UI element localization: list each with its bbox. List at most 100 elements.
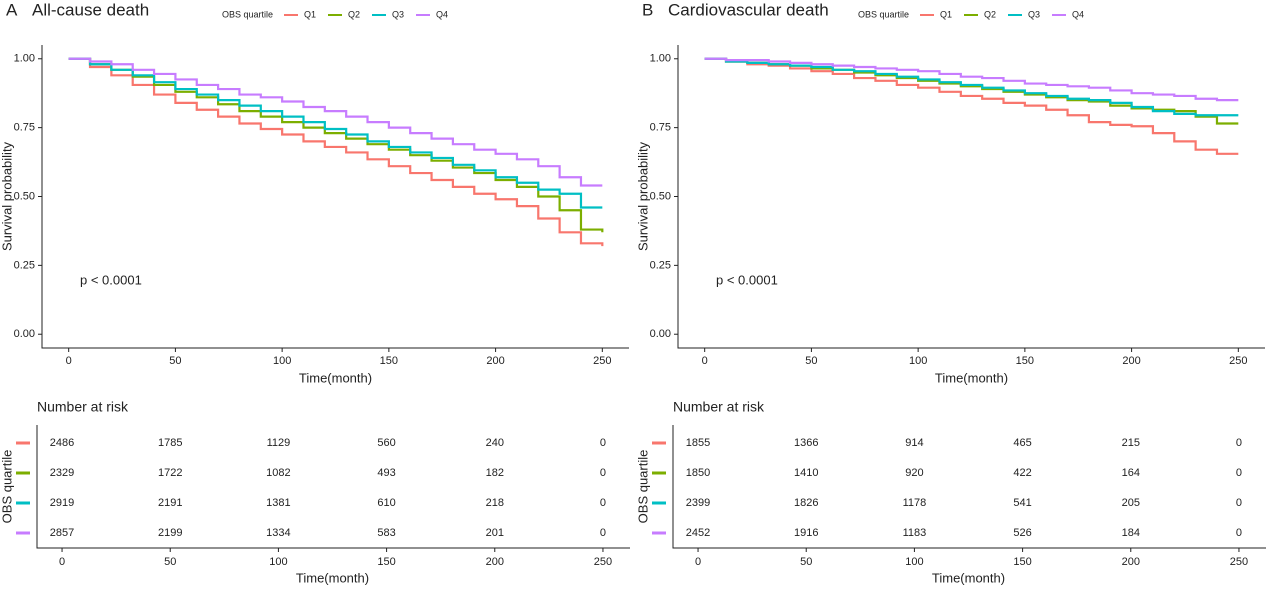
table-x-tick-label: 250 — [594, 556, 612, 568]
risk-count: 422 — [1013, 467, 1031, 479]
risk-count: 1410 — [794, 467, 818, 479]
risk-count: 2399 — [686, 497, 710, 509]
table-x-label: Time(month) — [932, 570, 1005, 585]
y-tick-label: 0.25 — [14, 259, 35, 271]
risk-count: 1722 — [158, 467, 182, 479]
survival-curve — [68, 57, 604, 247]
x-axis-label: Time(month) — [935, 370, 1008, 385]
chart-title: Cardiovascular death — [668, 0, 829, 19]
table-x-label: Time(month) — [296, 570, 369, 585]
y-tick-label: 0.00 — [650, 328, 671, 340]
risk-count: 920 — [905, 467, 923, 479]
table-x-tick-label: 100 — [905, 556, 923, 568]
risk-count: 1785 — [158, 437, 182, 449]
risk-count: 0 — [1236, 527, 1242, 539]
x-tick-label: 150 — [1016, 355, 1034, 367]
risk-count: 2919 — [50, 497, 74, 509]
risk-count: 240 — [486, 437, 504, 449]
table-x-tick-label: 200 — [486, 556, 504, 568]
survival-curve — [704, 57, 1239, 117]
table-axis — [672, 425, 1266, 549]
y-tick-label: 0.75 — [650, 122, 671, 134]
y-axis-label: Survival probability — [635, 141, 650, 251]
table-title: Number at risk — [673, 399, 765, 415]
survival-curve — [68, 57, 603, 209]
risk-count: 526 — [1013, 527, 1031, 539]
legend-label: Q4 — [1072, 9, 1084, 19]
legend-label: Q3 — [392, 9, 404, 19]
risk-count: 1183 — [903, 527, 927, 539]
risk-count: 1916 — [794, 527, 818, 539]
risk-count: 914 — [905, 437, 923, 449]
legend-label: Q3 — [1028, 9, 1040, 19]
risk-count: 2199 — [158, 527, 182, 539]
y-tick-label: 0.00 — [14, 328, 35, 340]
panel-label: A — [6, 0, 18, 19]
y-axis-label: Survival probability — [0, 141, 14, 251]
x-tick-label: 200 — [486, 355, 504, 367]
table-x-tick-label: 100 — [269, 556, 287, 568]
risk-count: 493 — [377, 467, 395, 479]
risk-count: 2191 — [158, 497, 182, 509]
risk-count: 2452 — [686, 527, 710, 539]
risk-count: 2857 — [50, 527, 74, 539]
risk-count: 0 — [1236, 467, 1242, 479]
risk-count: 0 — [600, 437, 606, 449]
risk-count: 1855 — [686, 437, 710, 449]
annotation: p < 0.0001 — [80, 272, 142, 287]
legend-label: Q4 — [436, 9, 448, 19]
legend-label: Q1 — [940, 9, 952, 19]
table-x-tick-label: 50 — [164, 556, 176, 568]
table-title: Number at risk — [37, 399, 129, 415]
risk-count: 2329 — [50, 467, 74, 479]
risk-count: 0 — [1236, 437, 1242, 449]
x-tick-label: 50 — [805, 355, 817, 367]
x-tick-label: 250 — [1229, 355, 1247, 367]
table-y-label: OBS quartile — [635, 450, 650, 524]
panel: B Cardiovascular death OBS quartile Q1 Q2 Q3 Q… — [635, 0, 1266, 585]
x-tick-label: 200 — [1122, 355, 1140, 367]
risk-count: 218 — [486, 497, 504, 509]
risk-count: 184 — [1122, 527, 1140, 539]
legend-label: Q2 — [984, 9, 996, 19]
table-x-tick-label: 50 — [800, 556, 812, 568]
risk-count: 1381 — [266, 497, 290, 509]
risk-count: 182 — [486, 467, 504, 479]
legend-label: Q2 — [348, 9, 360, 19]
legend-title: OBS quartile — [858, 9, 909, 19]
table-x-tick-label: 0 — [695, 556, 701, 568]
risk-count: 0 — [600, 527, 606, 539]
axis-line — [41, 45, 629, 349]
table-x-tick-label: 200 — [1122, 556, 1140, 568]
risk-count: 1826 — [794, 497, 818, 509]
legend-title: OBS quartile — [222, 9, 273, 19]
legend-label: Q1 — [304, 9, 316, 19]
survival-curve — [704, 57, 1239, 102]
table-x-tick-label: 250 — [1230, 556, 1248, 568]
risk-count: 465 — [1013, 437, 1031, 449]
risk-count: 1178 — [903, 497, 927, 509]
chart-title: All-cause death — [32, 0, 149, 19]
panel: A All-cause death OBS quartile Q1 Q2 Q3 Q4 0.00… — [0, 0, 630, 585]
annotation: p < 0.0001 — [716, 272, 778, 287]
risk-count: 1082 — [266, 467, 290, 479]
axis-line — [677, 45, 1265, 349]
y-tick-label: 1.00 — [650, 53, 671, 65]
x-tick-label: 250 — [593, 355, 611, 367]
x-tick-label: 100 — [273, 355, 291, 367]
x-axis-label: Time(month) — [299, 370, 372, 385]
risk-count: 1129 — [267, 437, 291, 449]
risk-count: 205 — [1122, 497, 1140, 509]
risk-count: 215 — [1122, 437, 1140, 449]
risk-count: 0 — [600, 497, 606, 509]
risk-count: 0 — [600, 467, 606, 479]
risk-count: 583 — [377, 527, 395, 539]
x-tick-label: 50 — [169, 355, 181, 367]
y-tick-label: 1.00 — [14, 53, 35, 65]
risk-count: 2486 — [50, 437, 74, 449]
x-tick-label: 100 — [909, 355, 927, 367]
risk-count: 560 — [377, 437, 395, 449]
table-x-tick-label: 0 — [59, 556, 65, 568]
risk-count: 1366 — [794, 437, 818, 449]
